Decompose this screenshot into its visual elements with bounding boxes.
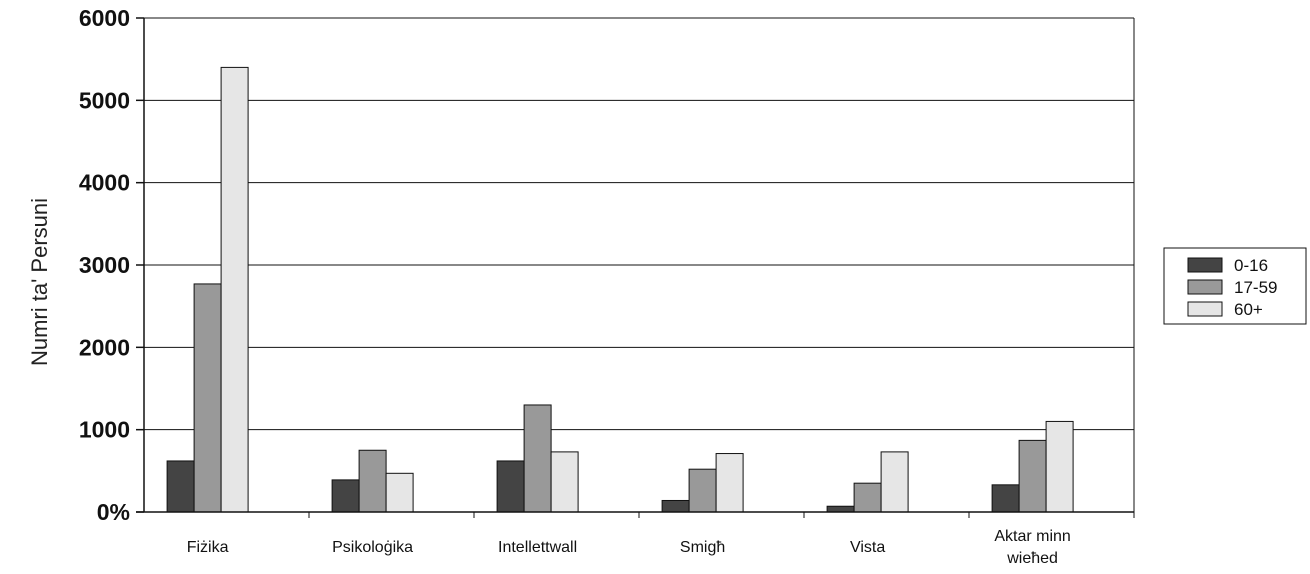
- y-tick-label: 5000: [79, 87, 130, 113]
- legend-swatch: [1187, 279, 1223, 295]
- bar-17-59-1: [358, 449, 387, 513]
- x-tick-labels: Fiżika Psikoloġika Intellettwall Smigħ Vista…: [187, 528, 1071, 567]
- legend-label: 60+: [1234, 300, 1263, 319]
- bar-0-16-2: [496, 460, 525, 513]
- bars: [166, 66, 1074, 513]
- x-tick-label: Vista: [850, 539, 885, 556]
- bar-60+-5: [1045, 420, 1074, 513]
- y-tick-label: 1000: [79, 417, 130, 443]
- bar-17-59-2: [523, 404, 552, 513]
- bar-60+-4: [880, 451, 909, 513]
- y-axis-label: Numri ta' Persuni: [27, 198, 52, 366]
- y-tick-label: 2000: [79, 334, 130, 360]
- y-tick-label: 4000: [79, 170, 130, 196]
- y-tick-labels: 0% 1000 2000 3000 4000 5000 6000: [79, 5, 130, 525]
- x-tick-label: Psikoloġika: [332, 539, 413, 556]
- legend-swatch: [1187, 301, 1223, 317]
- bar-60+-3: [715, 453, 744, 513]
- y-tick-label: 6000: [79, 5, 130, 31]
- y-tick-label: 0%: [97, 499, 130, 525]
- legend-label: 0-16: [1234, 256, 1268, 275]
- y-tick-label: 3000: [79, 252, 130, 278]
- bar-17-59-4: [853, 482, 882, 513]
- legend: 0-16 17-59 60+: [1163, 247, 1307, 325]
- bar-17-59-5: [1018, 439, 1047, 513]
- legend-label: 17-59: [1234, 278, 1277, 297]
- bar-0-16-5: [991, 484, 1020, 513]
- axes: [136, 17, 1135, 518]
- x-tick-label: Fiżika: [187, 539, 229, 556]
- bar-60+-2: [550, 451, 579, 513]
- bar-0-16-0: [166, 460, 195, 513]
- x-tick-label: Intellettwall: [498, 539, 577, 556]
- bar-0-16-1: [331, 479, 360, 513]
- bar-60+-1: [385, 472, 414, 513]
- x-tick-label: Aktar minn wieħed: [994, 528, 1070, 567]
- x-tick-label: Smigħ: [680, 539, 725, 556]
- bar-0-16-4: [826, 505, 855, 513]
- bar-17-59-0: [193, 283, 222, 513]
- legend-swatch: [1187, 257, 1223, 273]
- bar-17-59-3: [688, 468, 717, 513]
- bar-0-16-3: [661, 499, 690, 513]
- bar-60+-0: [220, 66, 249, 513]
- gridlines: [144, 17, 1134, 431]
